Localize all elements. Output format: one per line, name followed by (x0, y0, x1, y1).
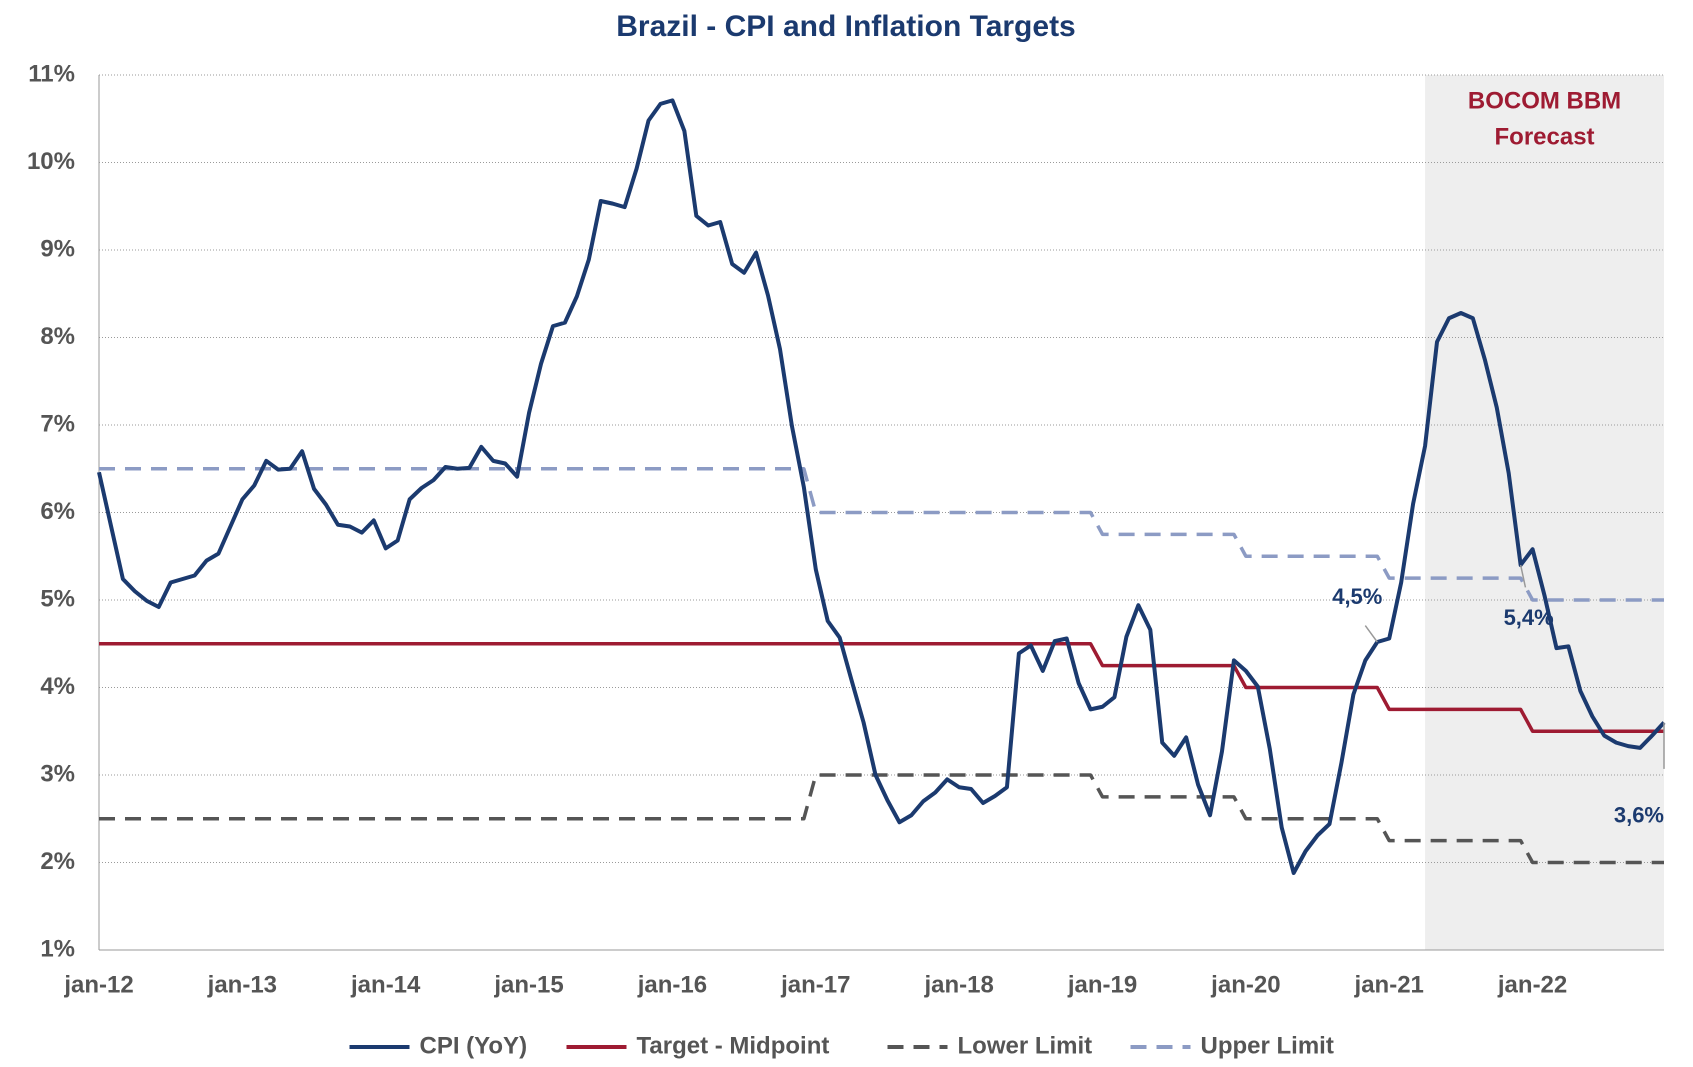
x-tick-label: jan-15 (493, 971, 563, 998)
x-tick-label: jan-20 (1210, 971, 1280, 998)
data-label: 3,6% (1614, 802, 1664, 827)
y-tick-label: 2% (40, 848, 75, 875)
x-tick-label: jan-18 (923, 971, 993, 998)
y-tick-label: 9% (40, 235, 75, 262)
forecast-label: Forecast (1495, 123, 1595, 150)
x-tick-label: jan-16 (637, 971, 707, 998)
chart-title: Brazil - CPI and Inflation Targets (616, 10, 1076, 43)
legend-label: Lower Limit (958, 1032, 1093, 1059)
x-tick-label: jan-19 (1067, 971, 1137, 998)
x-tick-label: jan-14 (350, 971, 421, 998)
legend-label: Upper Limit (1201, 1032, 1334, 1059)
series-line (97, 98, 1666, 875)
x-tick-label: jan-17 (780, 971, 850, 998)
legend-label: CPI (YoY) (420, 1032, 528, 1059)
series-line (99, 467, 1664, 602)
y-tick-label: 6% (40, 498, 75, 525)
y-tick-label: 7% (40, 410, 75, 437)
x-tick-label: jan-21 (1354, 971, 1424, 998)
y-tick-label: 1% (40, 935, 75, 962)
y-tick-label: 4% (40, 673, 75, 700)
data-label: 4,5% (1332, 584, 1382, 609)
legend-label: Target - Midpoint (637, 1032, 830, 1059)
x-tick-label: jan-12 (63, 971, 133, 998)
label-leader (1519, 564, 1527, 588)
data-label: 5,4% (1504, 605, 1554, 630)
y-tick-label: 8% (40, 323, 75, 350)
series-line (99, 642, 1664, 733)
y-tick-label: 5% (40, 585, 75, 612)
series-line (99, 773, 1664, 865)
y-tick-label: 11% (28, 60, 75, 87)
x-tick-label: jan-13 (207, 971, 277, 998)
x-tick-label: jan-22 (1497, 971, 1567, 998)
forecast-label: BOCOM BBM (1468, 87, 1621, 114)
label-leader (1364, 625, 1378, 643)
y-tick-label: 3% (40, 760, 75, 787)
y-tick-label: 10% (27, 148, 75, 175)
